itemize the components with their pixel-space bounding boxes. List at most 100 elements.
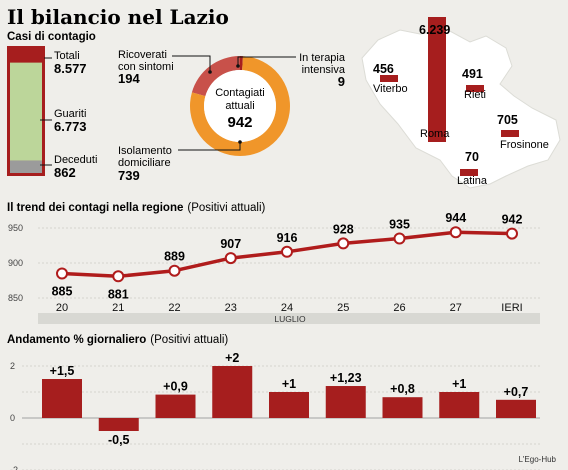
bar-chart-title: Andamento % giornaliero (Positivi attuali… bbox=[7, 334, 228, 346]
line-ytick: 950 bbox=[8, 223, 23, 233]
bar bbox=[42, 379, 82, 418]
line-point bbox=[281, 245, 293, 258]
line-value-label: 944 bbox=[445, 211, 466, 225]
map-bar-rieti bbox=[466, 85, 484, 92]
line-point bbox=[112, 270, 125, 283]
casi-heading: Casi di contagio bbox=[7, 31, 96, 43]
line-value-label: 942 bbox=[502, 213, 523, 227]
terapia-label-1: In terapia bbox=[299, 52, 346, 64]
line-xtick: 20 bbox=[56, 302, 68, 314]
ricoverati-label-1: Ricoverati bbox=[118, 49, 167, 61]
ricoverati-label-2: con sintomi bbox=[118, 61, 174, 73]
bar bbox=[496, 399, 536, 418]
casi-stacked-bar bbox=[7, 46, 45, 176]
bar bbox=[269, 392, 309, 418]
bar bbox=[439, 392, 480, 418]
map-label-viterbo: Viterbo bbox=[373, 83, 408, 95]
line-xtick: 26 bbox=[393, 302, 405, 314]
donut-center-label-1: Contagiati bbox=[215, 87, 265, 99]
line-value-label: 885 bbox=[52, 285, 73, 299]
map-label-frosinone: Frosinone bbox=[500, 139, 549, 151]
line-xtick: 27 bbox=[450, 302, 462, 314]
line-xtick: 25 bbox=[337, 302, 349, 314]
ricoverati-leader-dot bbox=[208, 70, 212, 74]
line-chart-title-text: Il trend dei contagi nella regione bbox=[7, 202, 183, 214]
line-xtick: 22 bbox=[168, 302, 180, 314]
casi-guariti-value: 6.773 bbox=[54, 119, 87, 134]
line-value-label: 928 bbox=[333, 222, 354, 236]
bar-value-label: +1,23 bbox=[330, 371, 362, 385]
terapia-leader bbox=[237, 56, 296, 66]
line-point bbox=[449, 226, 462, 239]
isolamento-label-1: Isolamento bbox=[118, 145, 172, 157]
bar-ytick: 0 bbox=[10, 413, 15, 423]
map-bars: 456 Viterbo 6.239 Roma 491 Rieti 705 Frosinone 7… bbox=[373, 17, 549, 187]
line-value-label: 889 bbox=[164, 250, 185, 264]
terapia-leader-dot bbox=[236, 64, 240, 68]
line-value-label: 881 bbox=[108, 287, 129, 301]
line-point bbox=[224, 252, 237, 265]
map-value-frosinone: 705 bbox=[497, 113, 518, 127]
isolamento-leader bbox=[178, 142, 241, 151]
line-point bbox=[56, 267, 68, 280]
terapia-value: 9 bbox=[338, 74, 345, 89]
bar bbox=[382, 397, 423, 418]
map-label-latina: Latina bbox=[457, 175, 488, 187]
bar-chart-title-text: Andamento % giornaliero bbox=[7, 334, 146, 346]
casi-guariti-label: Guariti bbox=[54, 108, 86, 120]
bar bbox=[155, 394, 196, 418]
bar-ytick: 2 bbox=[10, 361, 15, 371]
line-xtick: 24 bbox=[281, 302, 293, 314]
line-point bbox=[393, 232, 406, 245]
lazio-map-shape bbox=[361, 29, 561, 189]
line-xtick: 23 bbox=[225, 302, 237, 314]
bar-chart: 2 0 -2 +1,5 -0,5 +0,9 +2 +1 +1,23 +0,8 +1 +0,7 bbox=[10, 351, 540, 470]
line-point bbox=[506, 227, 518, 240]
bar bbox=[212, 366, 253, 418]
line-value-label: 916 bbox=[277, 231, 298, 245]
map-bar-latina bbox=[460, 169, 478, 176]
donut-center-label-2: attuali bbox=[225, 100, 254, 112]
bar-value-label: +2 bbox=[225, 351, 239, 365]
casi-totali-value: 8.577 bbox=[54, 61, 87, 76]
bar-ytick: -2 bbox=[10, 465, 18, 470]
bar-value-label: +1,5 bbox=[50, 364, 75, 378]
line-xaxis-band bbox=[38, 313, 540, 324]
line-ytick: 850 bbox=[8, 293, 23, 303]
bar bbox=[98, 418, 139, 431]
bar-value-label: +0,8 bbox=[390, 382, 415, 396]
casi-deceduti-bar bbox=[10, 160, 42, 173]
casi-deceduti-label: Deceduti bbox=[54, 154, 97, 166]
bar bbox=[325, 386, 366, 418]
line-xtick: 21 bbox=[112, 302, 124, 314]
bar-value-label: +0,7 bbox=[504, 385, 529, 399]
donut-center-value: 942 bbox=[227, 114, 252, 131]
ricoverati-leader bbox=[172, 55, 211, 72]
map-bar-viterbo bbox=[380, 75, 398, 82]
line-xtick: IERI bbox=[501, 302, 522, 314]
casi-guariti-bar bbox=[10, 62, 42, 161]
map-bar-frosinone bbox=[501, 130, 519, 137]
line-value-label: 907 bbox=[220, 237, 241, 251]
line-xlabel: LUGLIO bbox=[274, 314, 306, 324]
page-title: Il bilancio nel Lazio bbox=[7, 5, 229, 29]
line-value-label: 935 bbox=[389, 218, 410, 232]
line-chart-subtitle: (Positivi attuali) bbox=[187, 202, 265, 214]
line-point bbox=[337, 237, 350, 250]
line-chart-title: Il trend dei contagi nella regione (Posit… bbox=[7, 202, 266, 214]
donut-slice-terapia bbox=[240, 56, 243, 71]
bar-chart-subtitle: (Positivi attuali) bbox=[150, 334, 228, 346]
map-bar-roma bbox=[428, 17, 446, 142]
line-ytick: 900 bbox=[8, 258, 23, 268]
terapia-label-2: intensiva bbox=[302, 64, 346, 76]
donut-hole bbox=[204, 70, 276, 142]
donut-slice-ricoverati bbox=[191, 56, 240, 97]
bar-value-label: +1 bbox=[452, 377, 466, 391]
bar-value-label: +0,9 bbox=[163, 380, 188, 394]
isolamento-label-2: domiciliare bbox=[118, 157, 171, 169]
isolamento-value: 739 bbox=[118, 168, 140, 183]
map-value-latina: 70 bbox=[465, 150, 479, 164]
